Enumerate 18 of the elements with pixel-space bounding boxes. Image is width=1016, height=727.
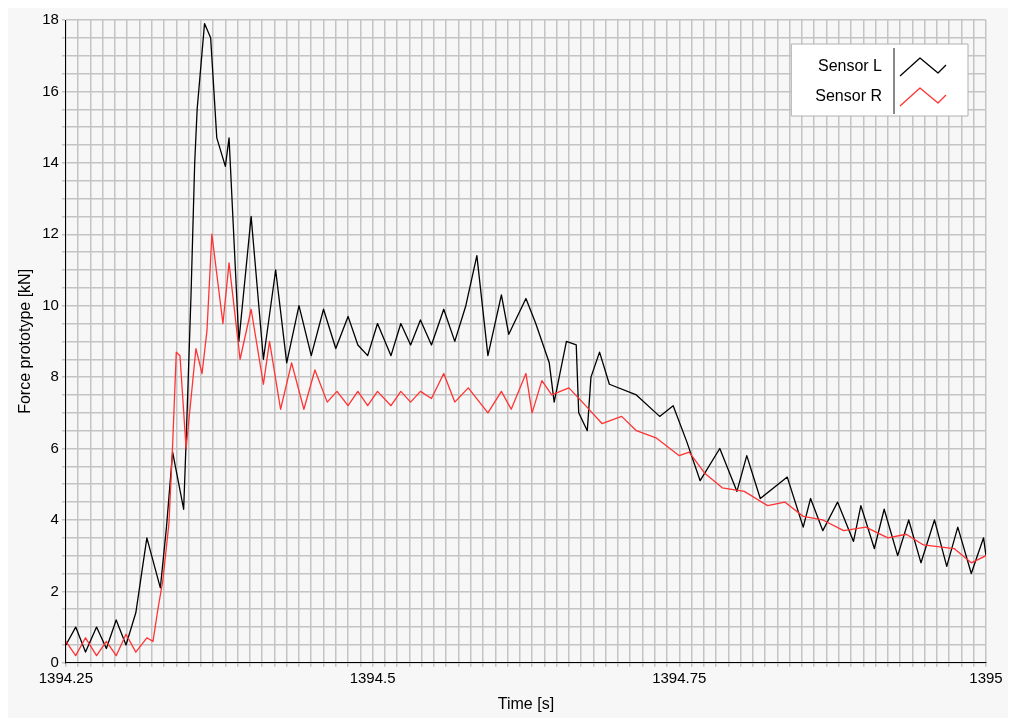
y-axis-title: Force prototype [kN]	[16, 268, 34, 414]
y-tick-label: 14	[42, 152, 59, 170]
y-tick-label: 2	[50, 581, 59, 599]
y-tick-label: 18	[42, 10, 59, 28]
y-tick-label: 10	[42, 295, 59, 313]
x-tick-label: 1395	[969, 668, 1003, 686]
x-tick-label: 1394.75	[652, 668, 707, 686]
y-tick-label: 16	[42, 81, 59, 99]
x-axis-title: Time [s]	[497, 694, 555, 712]
legend-label: Sensor R	[815, 87, 882, 105]
y-tick-label: 6	[50, 438, 59, 456]
y-tick-label: 12	[42, 224, 59, 242]
y-tick-label: 8	[50, 367, 59, 385]
y-tick-label: 4	[50, 510, 59, 528]
x-tick-label: 1394.5	[349, 668, 396, 686]
legend-label: Sensor L	[817, 57, 883, 75]
x-tick-label: 1394.25	[38, 668, 93, 686]
y-tick-label: 0	[50, 652, 59, 670]
